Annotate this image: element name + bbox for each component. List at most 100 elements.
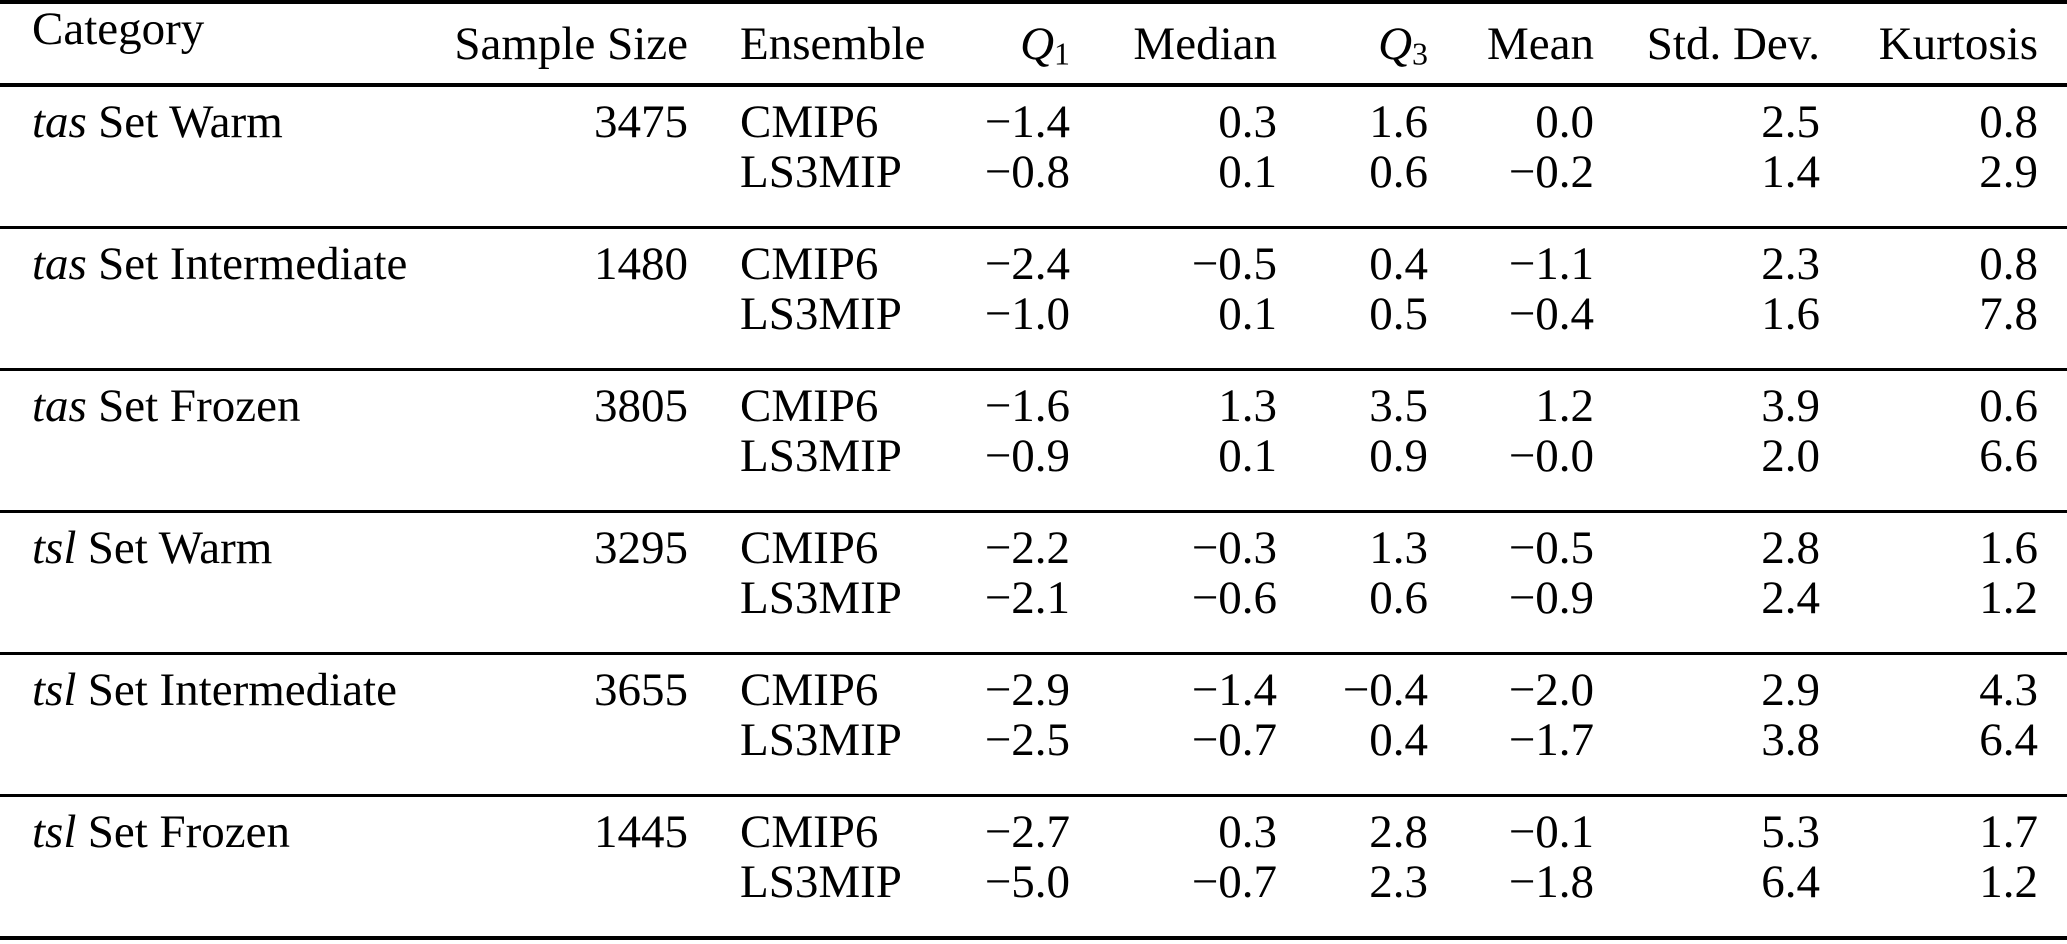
cell-q3: 0.6 [1369, 572, 1428, 624]
column-header-kurtosis: Kurtosis [1878, 17, 2038, 70]
table-row: LS3MIP −2.1 −0.6 0.6 −0.9 2.4 1.2 [0, 573, 2067, 654]
cell-q3: 3.5 [1369, 380, 1428, 432]
category-variable: tas [32, 238, 87, 290]
cell-ensemble: LS3MIP [740, 146, 902, 198]
cell-category: tas Set Intermediate [0, 228, 440, 370]
table-row: tsl Set Warm 3295 CMIP6 −2.2 −0.3 1.3 −0.… [0, 512, 2067, 574]
cell-median: 0.1 [1218, 146, 1277, 198]
cell-kurtosis: 1.7 [1979, 806, 2038, 858]
cell-category: tas Set Frozen [0, 370, 440, 512]
cell-mean: −2.0 [1508, 664, 1594, 716]
table-row: tas Set Frozen 3805 CMIP6 −1.6 1.3 3.5 1.… [0, 370, 2067, 432]
cell-std-dev: 3.9 [1761, 380, 1820, 432]
cell-q3: 2.3 [1369, 856, 1428, 908]
cell-mean: −0.5 [1508, 522, 1594, 574]
cell-q1: −1.0 [984, 288, 1070, 340]
cell-mean: −1.7 [1508, 714, 1594, 766]
cell-sample-size: 3655 [594, 664, 688, 716]
cell-ensemble: CMIP6 [740, 806, 879, 858]
column-header-category: Category [32, 3, 205, 55]
table-row: tsl Set Frozen 1445 CMIP6 −2.7 0.3 2.8 −0… [0, 796, 2067, 858]
cell-std-dev: 2.5 [1761, 96, 1820, 148]
cell-ensemble: LS3MIP [740, 714, 902, 766]
group-tsl-set-intermediate: tsl Set Intermediate 3655 CMIP6 −2.9 −1.4… [0, 654, 2067, 796]
cell-sample-size: 1445 [594, 806, 688, 858]
cell-q1: −2.7 [984, 806, 1070, 858]
cell-q1: −2.9 [984, 664, 1070, 716]
cell-q1: −0.9 [984, 430, 1070, 482]
table-header: Category Sample Size Ensemble Q1 Median … [0, 2, 2067, 85]
category-label: Set Intermediate [98, 238, 408, 290]
cell-sample-size: 3295 [594, 522, 688, 574]
cell-q3: 0.6 [1369, 146, 1428, 198]
cell-kurtosis: 1.2 [1979, 572, 2038, 624]
cell-median: −0.7 [1191, 856, 1277, 908]
cell-q1: −2.1 [984, 572, 1070, 624]
cell-q3: 1.6 [1369, 96, 1428, 148]
cell-median: −1.4 [1191, 664, 1277, 716]
cell-mean: −0.2 [1508, 146, 1594, 198]
cell-category: tas Set Warm [0, 85, 440, 228]
table-row: tas Set Intermediate 1480 CMIP6 −2.4 −0.5… [0, 228, 2067, 290]
cell-q3: 0.9 [1369, 430, 1428, 482]
category-label: Set Frozen [98, 380, 301, 432]
group-tsl-set-frozen: tsl Set Frozen 1445 CMIP6 −2.7 0.3 2.8 −0… [0, 796, 2067, 938]
q1-symbol: Q [1020, 17, 1055, 70]
cell-mean: 1.2 [1535, 380, 1594, 432]
cell-kurtosis: 0.6 [1979, 380, 2038, 432]
cell-category: tsl Set Warm [0, 512, 440, 654]
cell-median: −0.6 [1191, 572, 1277, 624]
table-row: LS3MIP −1.0 0.1 0.5 −0.4 1.6 7.8 [0, 289, 2067, 370]
cell-ensemble: CMIP6 [740, 238, 879, 290]
cell-std-dev: 2.9 [1761, 664, 1820, 716]
column-header-ensemble: Ensemble [740, 17, 926, 70]
cell-ensemble: CMIP6 [740, 664, 879, 716]
cell-std-dev: 2.4 [1761, 572, 1820, 624]
column-header-mean: Mean [1486, 17, 1594, 70]
cell-median: 0.1 [1218, 430, 1277, 482]
cell-mean: −1.8 [1508, 856, 1594, 908]
cell-ensemble: LS3MIP [740, 572, 902, 624]
cell-q1: −1.6 [984, 380, 1070, 432]
cell-std-dev: 2.3 [1761, 238, 1820, 290]
cell-std-dev: 3.8 [1761, 714, 1820, 766]
cell-median: −0.3 [1191, 522, 1277, 574]
cell-kurtosis: 2.9 [1979, 146, 2038, 198]
q1-subscript: 1 [1054, 35, 1070, 71]
table-row: tas Set Warm 3475 CMIP6 −1.4 0.3 1.6 0.0 … [0, 85, 2067, 147]
table-row: LS3MIP −2.5 −0.7 0.4 −1.7 3.8 6.4 [0, 715, 2067, 796]
cell-kurtosis: 0.8 [1979, 238, 2038, 290]
cell-ensemble: CMIP6 [740, 96, 879, 148]
cell-std-dev: 1.6 [1761, 288, 1820, 340]
category-variable: tsl [32, 522, 77, 574]
cell-std-dev: 6.4 [1761, 856, 1820, 908]
cell-kurtosis: 7.8 [1979, 288, 2038, 340]
cell-category: tsl Set Intermediate [0, 654, 440, 796]
table-row: LS3MIP −0.8 0.1 0.6 −0.2 1.4 2.9 [0, 147, 2067, 228]
column-header-sample-size: Sample Size [454, 17, 688, 70]
category-label: Set Warm [87, 522, 273, 574]
category-variable: tsl [32, 806, 77, 858]
group-tas-set-intermediate: tas Set Intermediate 1480 CMIP6 −2.4 −0.5… [0, 228, 2067, 370]
column-header-std-dev: Std. Dev. [1646, 17, 1820, 70]
cell-kurtosis: 1.6 [1979, 522, 2038, 574]
column-header-q3: Q3 [1277, 2, 1428, 85]
category-label: Set Frozen [87, 806, 291, 858]
cell-std-dev: 1.4 [1761, 146, 1820, 198]
cell-q1: −0.8 [984, 146, 1070, 198]
category-variable: tas [32, 380, 87, 432]
group-tsl-set-warm: tsl Set Warm 3295 CMIP6 −2.2 −0.3 1.3 −0.… [0, 512, 2067, 654]
cell-q1: −2.4 [984, 238, 1070, 290]
cell-median: 0.3 [1218, 96, 1277, 148]
cell-mean: 0.0 [1535, 96, 1594, 148]
cell-q3: 1.3 [1369, 522, 1428, 574]
cell-std-dev: 2.0 [1761, 430, 1820, 482]
cell-ensemble: CMIP6 [740, 380, 879, 432]
cell-median: −0.5 [1191, 238, 1277, 290]
cell-kurtosis: 0.8 [1979, 96, 2038, 148]
cell-q3: 0.4 [1369, 238, 1428, 290]
header-row: Category Sample Size Ensemble Q1 Median … [0, 2, 2067, 85]
cell-q3: 2.8 [1369, 806, 1428, 858]
category-label: Set Warm [98, 96, 283, 148]
